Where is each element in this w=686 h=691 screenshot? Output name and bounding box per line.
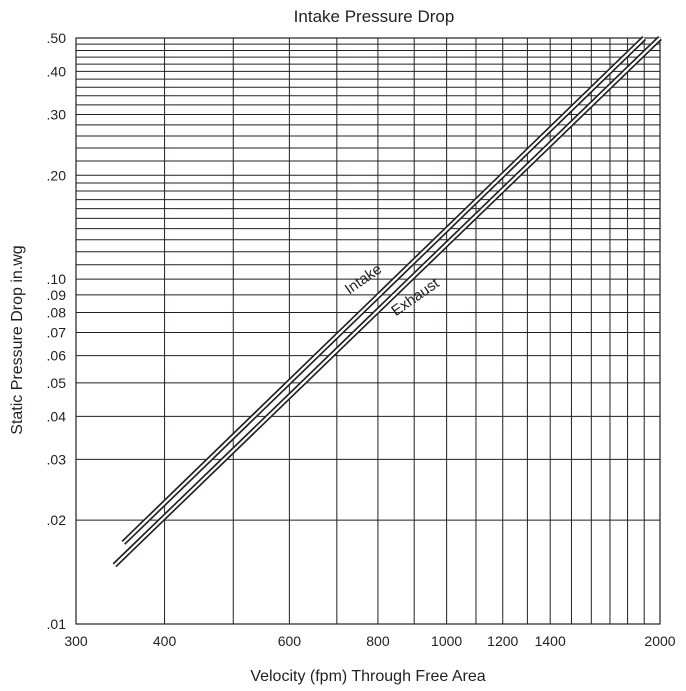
x-tick-label: 1000 bbox=[431, 633, 462, 649]
x-tick-label: 800 bbox=[366, 633, 390, 649]
x-tick-label: 300 bbox=[64, 633, 88, 649]
y-tick-label: .50 bbox=[47, 30, 67, 46]
x-tick-label: 600 bbox=[278, 633, 302, 649]
y-tick-label: .08 bbox=[47, 305, 67, 321]
y-tick-label: .07 bbox=[47, 325, 67, 341]
chart-title: Intake Pressure Drop bbox=[294, 7, 455, 26]
y-axis-title: Static Pressure Drop in.wg bbox=[9, 245, 26, 434]
series-line-exhaust bbox=[112, 36, 662, 568]
series-line-exhaust-inner bbox=[113, 37, 661, 567]
x-tick-label: 1200 bbox=[487, 633, 518, 649]
y-tick-label: .20 bbox=[47, 167, 67, 183]
x-tick-label: 1400 bbox=[535, 633, 566, 649]
plot-frame bbox=[75, 37, 661, 625]
series-line-intake-inner bbox=[122, 37, 645, 544]
y-tick-labels: .01 .02 .03 .04 .05 .06 .07 .08 .09.10 .20 .30 .40.… bbox=[47, 30, 67, 632]
y-tick-label: .40 bbox=[47, 63, 67, 79]
y-tick-label: .02 bbox=[47, 512, 67, 528]
y-tick-label: .04 bbox=[47, 408, 67, 424]
y-tick-label: .09 bbox=[47, 287, 67, 303]
y-tick-label: .30 bbox=[47, 107, 67, 123]
y-tick-label: .10 bbox=[47, 271, 67, 287]
x-axis-title: Velocity (fpm) Through Free Area bbox=[250, 668, 485, 685]
x-tick-labels: 300 400 600 800 1000 1200 1400 2000 bbox=[64, 633, 675, 649]
series-line-intake bbox=[121, 36, 647, 545]
series-group bbox=[112, 36, 662, 568]
y-tick-label: .05 bbox=[47, 375, 67, 391]
x-tick-label: 400 bbox=[153, 633, 177, 649]
x-tick-label: 2000 bbox=[644, 633, 675, 649]
y-tick-label: .06 bbox=[47, 348, 67, 364]
y-tick-label: .01 bbox=[47, 616, 67, 632]
y-tick-label: .03 bbox=[47, 451, 67, 467]
